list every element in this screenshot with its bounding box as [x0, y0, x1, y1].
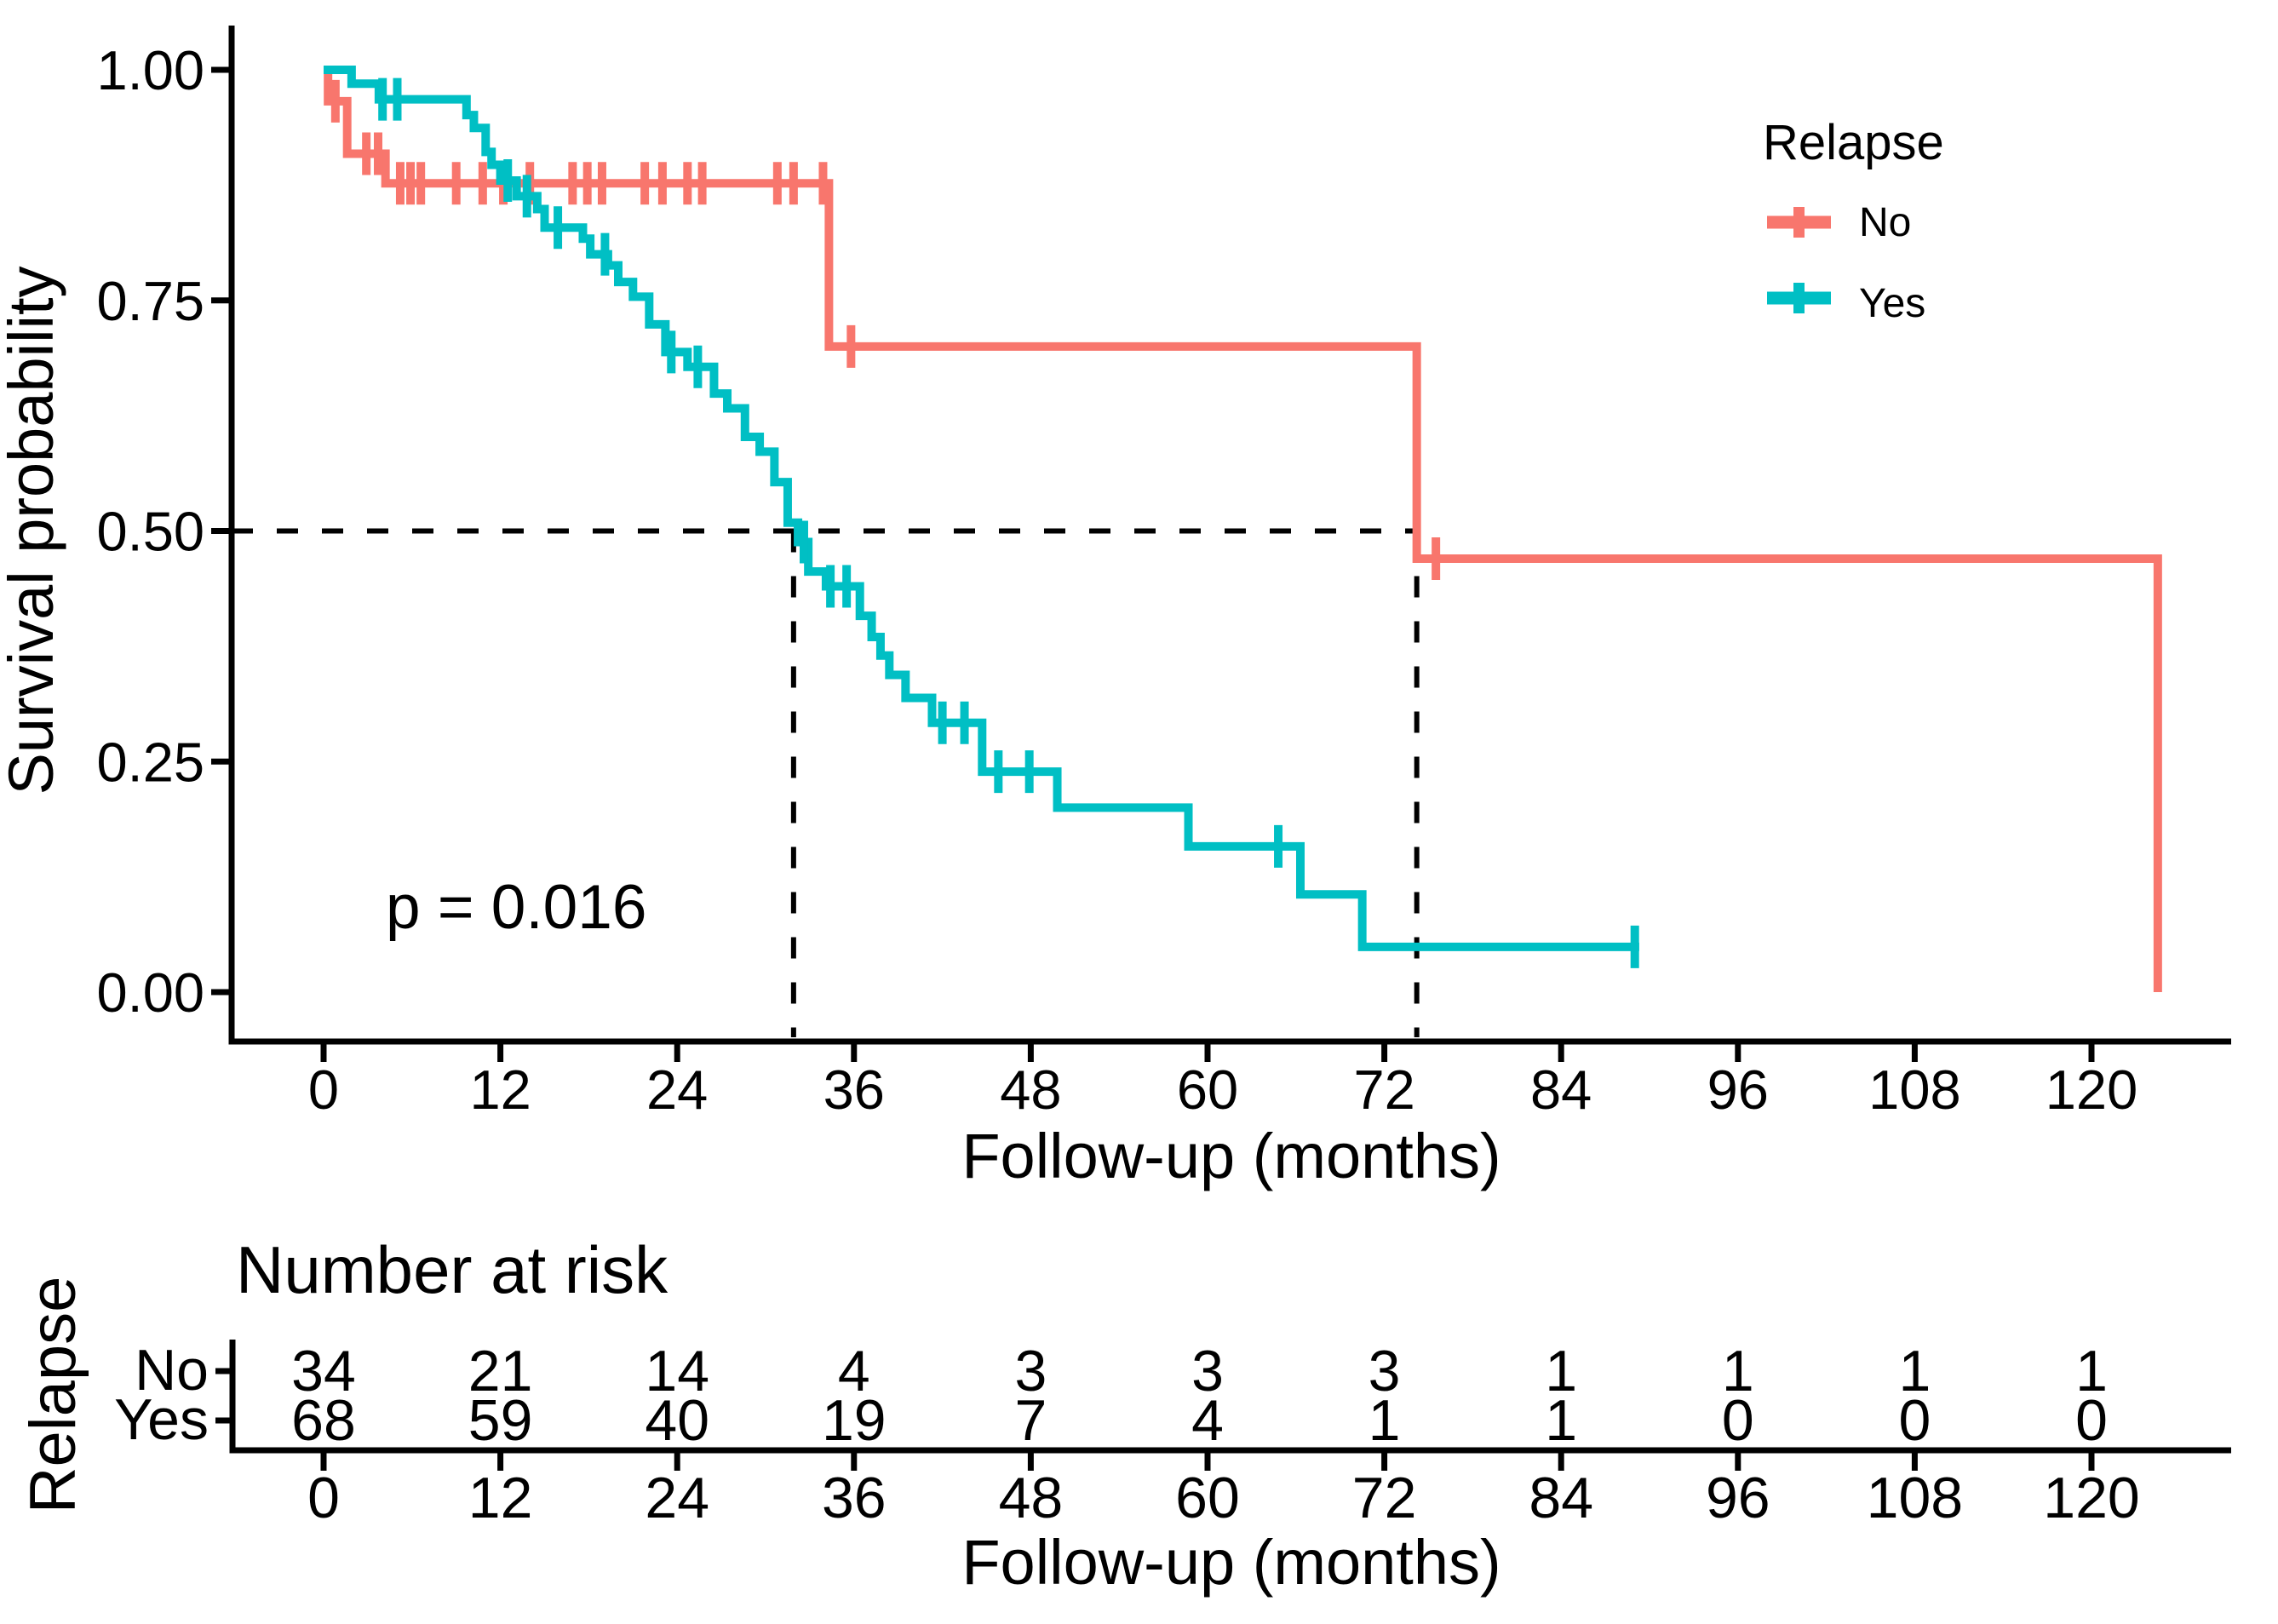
risk-table-axis-label: Relapse: [17, 1277, 89, 1514]
x-tick-label: 36: [823, 1059, 885, 1121]
risk-x-tick-label: 48: [999, 1466, 1064, 1530]
x-tick-label: 72: [1353, 1059, 1414, 1121]
risk-row-label-no: No: [135, 1338, 209, 1403]
risk-count-no: 1: [1722, 1339, 1754, 1403]
risk-x-tick-label: 0: [307, 1466, 340, 1530]
risk-count-no: 14: [645, 1339, 709, 1403]
x-tick-label: 12: [469, 1059, 531, 1121]
risk-x-tick-label: 96: [1706, 1466, 1770, 1530]
x-tick-label: 120: [2046, 1059, 2137, 1121]
risk-row-label-yes: Yes: [114, 1387, 209, 1452]
x-axis-title: Follow-up (months): [961, 1121, 1500, 1191]
risk-x-tick-label: 108: [1867, 1466, 1963, 1530]
risk-count-yes: 68: [291, 1388, 356, 1453]
x-tick-label: 0: [308, 1059, 339, 1121]
risk-count-yes: 0: [2075, 1388, 2108, 1453]
y-tick-label: 0.00: [96, 961, 204, 1024]
legend-item-yes: Yes: [1767, 281, 1925, 326]
risk-count-yes: 4: [1191, 1388, 1224, 1453]
risk-x-tick-label: 120: [2043, 1466, 2139, 1530]
y-axis-title: Survival probability: [0, 266, 66, 795]
risk-table: Number at risk Relapse No 34 21 14 4 3 3 3 1 1 1 1Y…: [17, 1232, 2231, 1598]
legend-label-no: No: [1859, 200, 1911, 245]
legend-title: Relapse: [1763, 115, 1944, 170]
main-plot: 1.00 0.75 0.50 0.25 0.00 0 12 24 36 48 60 72 84 96 10…: [0, 26, 2231, 1191]
risk-count-no: 3: [1191, 1339, 1224, 1403]
risk-table-x-axis-title: Follow-up (months): [961, 1527, 1500, 1598]
risk-table-title: Number at risk: [236, 1232, 668, 1307]
p-value-annotation: p = 0.016: [386, 873, 646, 942]
risk-count-no: 34: [291, 1339, 356, 1403]
risk-count-yes: 40: [645, 1388, 709, 1453]
risk-count-no: 1: [2075, 1339, 2108, 1403]
risk-x-tick-label: 36: [822, 1466, 887, 1530]
x-tick-label: 60: [1177, 1059, 1238, 1121]
risk-count-yes: 19: [822, 1388, 887, 1453]
x-tick-label: 24: [646, 1059, 708, 1121]
risk-count-yes: 0: [1898, 1388, 1931, 1453]
x-tick-label: 84: [1530, 1059, 1592, 1121]
risk-count-no: 1: [1545, 1339, 1577, 1403]
survival-curve-no: [324, 66, 2162, 992]
x-tick-label: 48: [1000, 1059, 1061, 1121]
risk-count-yes: 7: [1014, 1388, 1047, 1453]
risk-count-yes: 0: [1722, 1388, 1754, 1453]
x-tick-label: 108: [1868, 1059, 1960, 1121]
risk-count-yes: 59: [468, 1388, 533, 1453]
risk-x-tick-label: 60: [1175, 1466, 1240, 1530]
y-tick-label: 0.75: [96, 270, 204, 332]
legend-item-no: No: [1767, 200, 1911, 245]
y-tick-label: 0.25: [96, 731, 204, 793]
legend-label-yes: Yes: [1859, 281, 1925, 326]
survival-curve-yes: [324, 66, 1639, 951]
legend: Relapse No Yes: [1763, 115, 1944, 326]
risk-count-no: 1: [1898, 1339, 1931, 1403]
risk-count-no: 3: [1369, 1339, 1401, 1403]
y-tick-label: 1.00: [96, 39, 204, 101]
risk-count-no: 21: [468, 1339, 533, 1403]
y-tick-label: 0.50: [96, 501, 204, 563]
median-guide-lines: [232, 528, 1420, 1037]
risk-count-yes: 1: [1369, 1388, 1401, 1453]
risk-count-no: 4: [838, 1339, 870, 1403]
risk-table-ticks: 0 12 24 36 48 60 72 84 96 108 120: [307, 1450, 2140, 1530]
y-axis-ticks: 1.00 0.75 0.50 0.25 0.00: [96, 39, 232, 1024]
risk-count-no: 3: [1014, 1339, 1047, 1403]
risk-x-tick-label: 24: [645, 1466, 709, 1530]
risk-count-yes: 1: [1545, 1388, 1577, 1453]
risk-x-tick-label: 84: [1529, 1466, 1593, 1530]
survival-curves: [324, 66, 2162, 992]
x-axis-ticks: 0 12 24 36 48 60 72 84 96 108 120: [308, 1042, 2137, 1121]
x-tick-label: 96: [1707, 1059, 1769, 1121]
risk-x-tick-label: 12: [468, 1466, 533, 1530]
risk-x-tick-label: 72: [1352, 1466, 1417, 1530]
